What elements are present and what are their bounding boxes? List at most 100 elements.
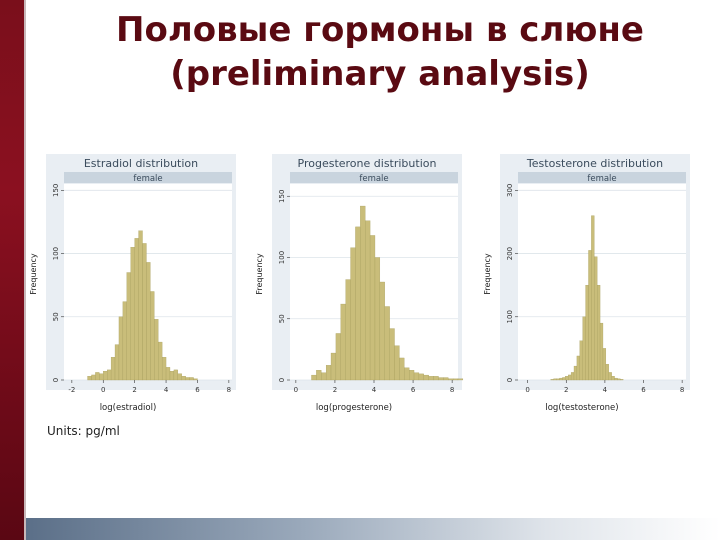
histogram-bar	[122, 301, 127, 381]
histogram-bar	[608, 372, 612, 381]
histogram-bar	[576, 355, 580, 381]
subtitle-strip	[290, 172, 458, 183]
histogram-bar	[311, 374, 317, 381]
histogram-bar	[599, 322, 604, 381]
histogram-bar	[562, 377, 566, 381]
histogram-bar	[138, 230, 143, 381]
histogram-bar	[438, 377, 444, 381]
left-divider-line	[24, 0, 26, 540]
histogram-bar	[550, 379, 554, 381]
histogram-bar	[614, 377, 618, 381]
histogram-bar	[161, 357, 167, 381]
histogram-bar	[582, 316, 586, 381]
y-axis-label: Frequency	[483, 253, 492, 295]
chart-title: Testosterone distribution	[526, 157, 663, 170]
histogram-bar	[185, 377, 190, 381]
histogram-bar	[360, 205, 366, 381]
x-tick-label: 2	[564, 386, 568, 394]
subtitle-strip	[518, 172, 686, 183]
histogram-bar	[134, 238, 139, 381]
estradiol-histogram: Estradiol distribution female 0 50 100 150 -2 0…	[29, 154, 236, 413]
histogram-bar	[369, 235, 376, 381]
histogram-bar	[154, 319, 159, 381]
y-axis-label: Frequency	[255, 253, 264, 295]
histogram-bar	[114, 344, 120, 381]
histogram-bar	[345, 279, 351, 381]
x-axis-label: log(estradiol)	[100, 403, 157, 413]
y-tick-label: 50	[278, 314, 286, 323]
x-axis-label: log(progesterone)	[316, 403, 392, 413]
histogram-bar	[130, 247, 135, 381]
slide-title-line2: (preliminary analysis)	[170, 54, 590, 94]
x-tick-label: 6	[641, 386, 646, 394]
x-tick-label: 6	[195, 386, 200, 394]
histogram-bar	[173, 369, 178, 381]
x-tick-label: 2	[333, 386, 337, 394]
y-tick-label: 200	[506, 247, 514, 260]
histogram-bar	[602, 348, 607, 381]
histogram-bar	[591, 215, 595, 381]
histogram-bar	[452, 378, 459, 381]
x-tick-label: 4	[603, 386, 608, 394]
slide-title: Половые гормоны в слюне (preliminary ana…	[40, 8, 720, 96]
histogram-bar	[181, 376, 186, 381]
chart-subtitle: female	[133, 174, 162, 184]
histogram-bar	[169, 370, 175, 381]
x-tick-label: 8	[450, 386, 454, 394]
histogram-bar	[428, 376, 434, 381]
histogram-bar	[126, 272, 131, 381]
histogram-bar	[605, 364, 609, 381]
y-tick-label: 0	[278, 378, 286, 382]
histogram-bar	[597, 285, 601, 381]
y-tick-label: 150	[278, 190, 286, 203]
y-axis-label: Frequency	[29, 253, 38, 295]
y-tick-label: 150	[52, 184, 60, 197]
histogram-bar	[448, 378, 454, 381]
histogram-bar	[556, 378, 560, 381]
histogram-bar	[350, 247, 356, 381]
histogram-bar	[189, 377, 194, 381]
histogram-bar	[418, 373, 424, 381]
histogram-bar	[423, 374, 429, 381]
x-axis-label: log(testosterone)	[545, 403, 618, 413]
histogram-bar	[193, 378, 198, 381]
histogram-bar	[118, 316, 124, 381]
histogram-bar	[620, 379, 624, 381]
histogram-bar	[399, 357, 405, 381]
histogram-bar	[553, 378, 557, 381]
histogram-bar	[611, 376, 615, 381]
histogram-bar	[110, 357, 116, 381]
histogram-bar	[330, 352, 337, 381]
x-tick-label: -2	[68, 386, 75, 394]
x-tick-label: 6	[411, 386, 416, 394]
left-accent-bar	[0, 0, 24, 540]
histogram-bar	[568, 374, 572, 381]
histogram-bar	[335, 333, 341, 381]
histogram-bar	[325, 365, 332, 381]
x-tick-label: 0	[294, 386, 298, 394]
histogram-bar	[374, 257, 381, 381]
y-tick-label: 100	[506, 310, 514, 323]
y-tick-label: 300	[506, 184, 514, 197]
histogram-bar	[443, 377, 449, 381]
histogram-bar	[565, 376, 569, 381]
histogram-bar	[103, 370, 108, 381]
histogram-bar	[594, 256, 598, 381]
histogram-bar	[365, 220, 371, 381]
x-tick-label: 4	[164, 386, 169, 394]
units-note: Units: pg/ml	[47, 424, 120, 438]
y-tick-label: 0	[506, 378, 514, 382]
progesterone-histogram: Progesterone distribution female 0 50 100 150…	[255, 154, 464, 413]
histogram-bar	[150, 291, 155, 381]
y-tick-label: 100	[278, 251, 286, 264]
chart-title: Progesterone distribution	[298, 157, 437, 170]
histogram-bar	[413, 372, 420, 381]
histogram-bar	[570, 372, 575, 381]
histogram-bar	[433, 376, 439, 381]
y-tick-label: 100	[52, 247, 60, 260]
x-tick-label: 2	[132, 386, 136, 394]
y-tick-label: 50	[52, 312, 60, 321]
histogram-bar	[321, 372, 327, 381]
chart-title: Estradiol distribution	[84, 157, 198, 170]
chart-subtitle: female	[359, 174, 388, 184]
